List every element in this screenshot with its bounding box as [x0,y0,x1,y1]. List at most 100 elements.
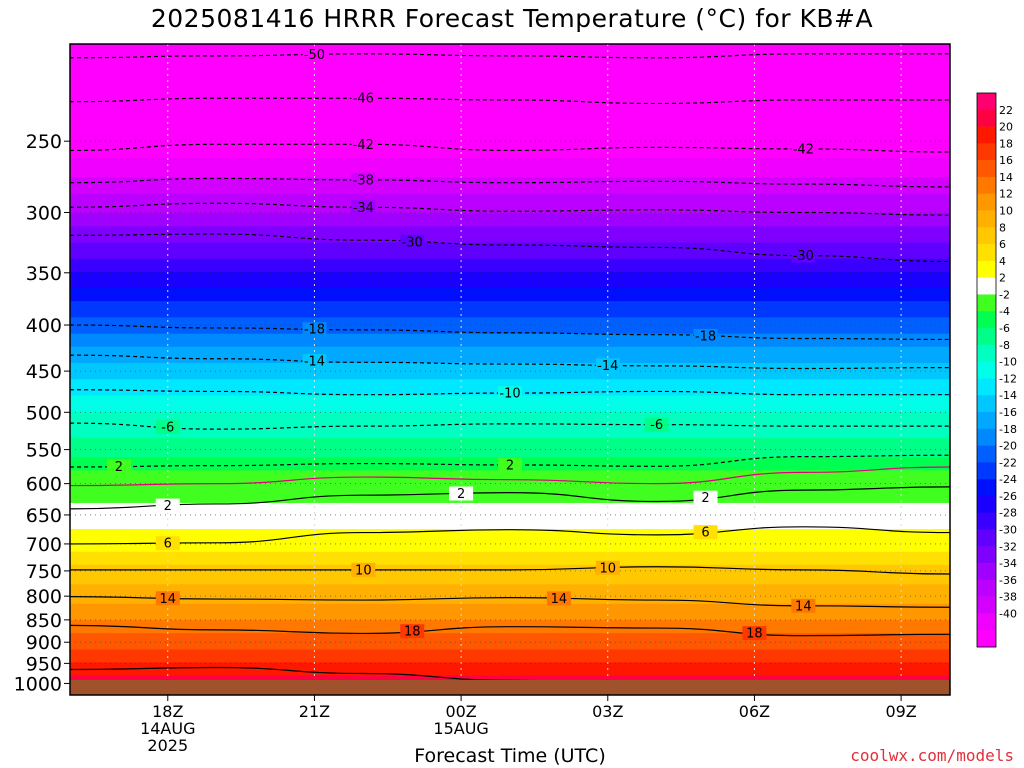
temperature-band [70,590,950,595]
temperature-band [70,538,950,543]
colorbar-label: 18 [999,137,1013,150]
temperature-band [70,343,950,348]
temperature-band [70,493,950,498]
colorbar-label: -16 [999,406,1017,419]
contour-label-bg [400,234,425,249]
temperature-band [70,275,950,279]
contour-label-bg [351,172,376,187]
credit-link[interactable]: coolwx.com/models [850,746,1014,765]
contour-label-bg [449,486,474,501]
colorbar-label: 22 [999,104,1013,117]
temperature-band [70,50,950,55]
temperature-band [70,330,950,335]
colorbar-swatch [977,546,996,564]
temperature-band [70,161,950,166]
temperature-band [70,333,950,338]
contour-label: -34 [353,201,374,216]
contour-label: 2 [457,487,465,502]
contour-label-bg [595,560,620,575]
temperature-band [70,509,950,514]
temperature-band [70,216,950,221]
temperature-band [70,564,950,569]
contour-label-bg [106,459,131,474]
temperature-band [70,255,950,260]
temperature-band [70,66,950,71]
contour-label: -50 [304,48,325,63]
contour-label: -30 [793,249,814,264]
temperature-band [70,252,950,257]
y-axis-pressure: 2503003504004505005506006507007508008509… [14,131,70,695]
temperature-band [70,288,950,292]
contour-label-bg [302,354,327,369]
temperature-band [70,53,950,58]
temperature-band [70,642,950,647]
contour-label-bg [351,91,376,106]
colorbar-swatch [977,563,996,581]
contour-label-bg [400,624,425,639]
contour-label-bg [155,591,180,606]
temperature-band [70,310,950,315]
y-tick-label: 400 [26,315,62,337]
colorbar-label: -6 [999,322,1010,335]
contour-label: 6 [701,526,709,541]
contour-label-bg [595,358,620,373]
temperature-band [70,60,950,65]
temperature-band [70,271,950,276]
temperature-band [70,323,950,328]
temperature-band [70,99,950,104]
temperature-band [70,229,950,234]
temperature-band [70,428,950,432]
contour-label-bg [155,498,180,513]
colorbar-swatch [977,395,996,413]
contour-label: -6 [161,421,174,436]
temperature-band [70,402,950,406]
x-tick-label: 06Z [739,702,770,721]
temperature-band [70,174,950,179]
temperature-band [70,346,950,351]
y-tick-label: 500 [26,402,62,424]
temperature-band [70,128,950,133]
temperature-band [70,262,950,266]
colorbar-swatch [977,462,996,480]
x-tick-label: 00Z [445,702,476,721]
chart-title: 2025081416 HRRR Forecast Temperature (°C… [150,4,874,33]
contour-label: -18 [304,323,325,338]
colorbar-swatch [977,361,996,379]
colorbar-swatch [977,445,996,463]
x-tick-label: 18Z [152,702,183,721]
temperature-band [70,70,950,74]
isotherm-line [70,624,950,637]
contour-label-bg [498,386,522,401]
contour-label: -38 [353,173,374,188]
temperature-band [70,102,950,107]
temperature-band [70,525,950,530]
x-axis-label: Forecast Time (UTC) [414,745,606,767]
temperature-band [70,135,950,139]
temperature-band [70,122,950,126]
contour-label: -42 [793,142,814,157]
colorbar-label: 6 [999,238,1006,251]
temperature-band [70,548,950,553]
x-tick-label: 03Z [592,702,623,721]
colorbar-swatch [977,277,996,295]
colorbar-label: 8 [999,221,1006,234]
temperature-band [70,476,950,481]
colorbar-label: -40 [999,607,1017,620]
temperature-band [70,454,950,458]
temperature-band [70,480,950,485]
contour-label: 18 [404,625,421,640]
temperature-band [70,555,950,559]
colorbar-label: -20 [999,440,1017,453]
colorbar-label: 16 [999,154,1013,167]
temperature-band [70,340,950,345]
temperature-band [70,307,950,312]
temperature-band [70,408,950,413]
colorbar-label: 20 [999,121,1013,134]
temperature-band [70,372,950,377]
temperature-band [70,450,950,455]
temperature-band [70,151,950,156]
y-tick-label: 450 [26,361,62,383]
colorbar-label: -18 [999,423,1017,436]
temperature-band [70,219,950,224]
